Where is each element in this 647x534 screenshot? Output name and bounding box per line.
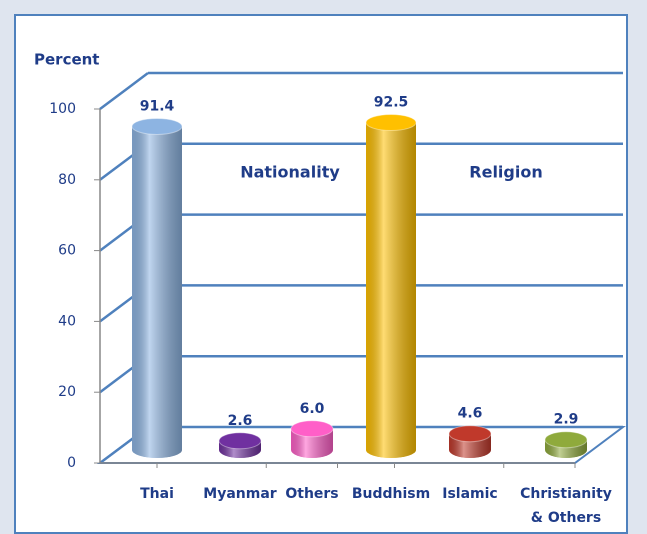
value-label: 2.6 <box>228 413 253 429</box>
value-label: 91.4 <box>140 98 175 114</box>
bar-top <box>131 117 183 135</box>
bar <box>290 420 334 458</box>
y-tick-label: 20 <box>58 384 76 400</box>
annotation: Religion <box>469 163 542 182</box>
value-label: 2.9 <box>554 412 579 428</box>
x-tick-label: Thai <box>140 486 174 502</box>
annotation: Nationality <box>240 163 340 182</box>
x-tick-label: Myanmar <box>203 486 277 502</box>
bar-shade <box>132 126 182 458</box>
y-tick-label: 0 <box>67 455 76 471</box>
bar <box>218 432 262 458</box>
y-axis-label: Percent <box>34 51 99 69</box>
chart: Percent Nationality Religion 0 20 40 60 80 10… <box>34 51 626 471</box>
x-tick-label: Islamic <box>442 486 498 502</box>
value-label: 92.5 <box>374 95 409 111</box>
bar-top <box>365 114 417 132</box>
bar-top <box>218 432 262 450</box>
y-tick-label: 100 <box>49 101 76 117</box>
value-label: 4.6 <box>458 406 483 422</box>
bar-shade <box>366 122 416 459</box>
bar-top <box>544 431 588 449</box>
bar <box>448 425 492 458</box>
bar-top <box>448 425 492 443</box>
bar <box>131 117 183 458</box>
bar <box>544 431 588 458</box>
value-label: 6.0 <box>300 401 325 417</box>
grid-line <box>99 72 149 110</box>
y-tick-label: 80 <box>58 172 76 188</box>
screen: Percent Nationality Religion 0 20 40 60 80 10… <box>14 14 628 534</box>
x-tick-label: Christianity & Others <box>520 486 612 526</box>
bar-top <box>290 420 334 438</box>
y-tick-label: 60 <box>58 243 76 259</box>
y-tick-label: 40 <box>58 313 76 329</box>
bar-shade <box>291 428 333 458</box>
bar <box>365 114 417 459</box>
x-tick-label: Buddhism <box>351 486 431 502</box>
x-tick-label: Others <box>285 486 339 502</box>
